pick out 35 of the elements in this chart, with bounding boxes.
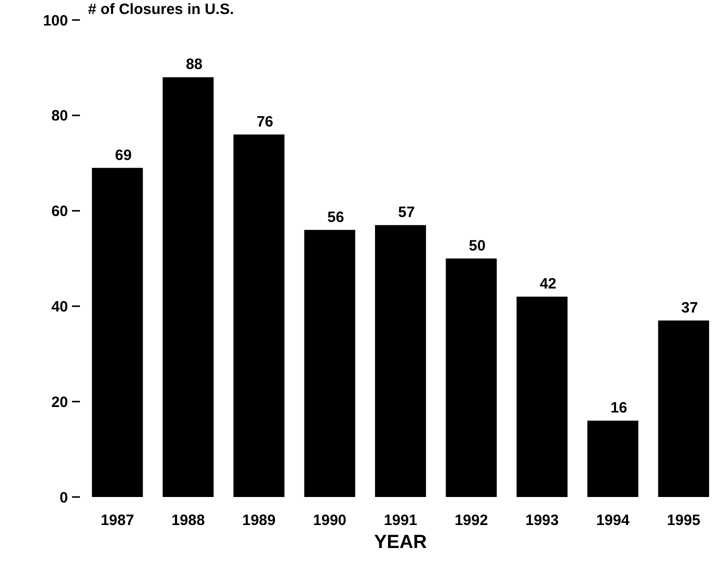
- bar: [516, 296, 568, 497]
- x-tick-label: 1991: [384, 512, 418, 529]
- data-label: 88: [186, 56, 203, 74]
- x-tick-label: 1995: [666, 512, 700, 529]
- data-label: 16: [610, 400, 628, 417]
- x-tick-label: 1990: [313, 512, 346, 529]
- bar: [658, 320, 710, 497]
- data-label: 50: [468, 238, 486, 254]
- x-tick-label: 1994: [596, 512, 630, 529]
- y-tick-label: 0: [60, 489, 68, 506]
- bar: [304, 230, 356, 497]
- data-label: 56: [327, 208, 344, 226]
- data-label: 76: [256, 113, 274, 130]
- bar: [233, 134, 284, 497]
- data-label: 69: [115, 146, 132, 164]
- bar: [92, 168, 143, 497]
- x-tick-label: 1987: [100, 512, 134, 529]
- y-tick-label: 100: [42, 12, 68, 30]
- bar: [162, 77, 214, 497]
- x-tick-label: 1992: [454, 512, 488, 529]
- data-label: 57: [398, 204, 415, 222]
- y-tick-label: 20: [51, 394, 68, 411]
- y-tick-label: 40: [51, 298, 68, 316]
- data-label: 42: [540, 276, 556, 293]
- x-tick-label: 1988: [171, 512, 205, 529]
- x-axis-title: YEAR: [374, 532, 428, 553]
- y-tick-label: 80: [51, 108, 68, 125]
- data-label: 37: [681, 300, 698, 317]
- y-tick-label: 60: [51, 203, 68, 220]
- x-tick-label: 1989: [242, 512, 276, 529]
- bar: [375, 225, 426, 497]
- bar: [587, 420, 638, 497]
- y-axis-title: # of Closures in U.S.: [88, 1, 234, 18]
- x-tick-label: 1993: [525, 512, 559, 529]
- bar: [446, 258, 497, 497]
